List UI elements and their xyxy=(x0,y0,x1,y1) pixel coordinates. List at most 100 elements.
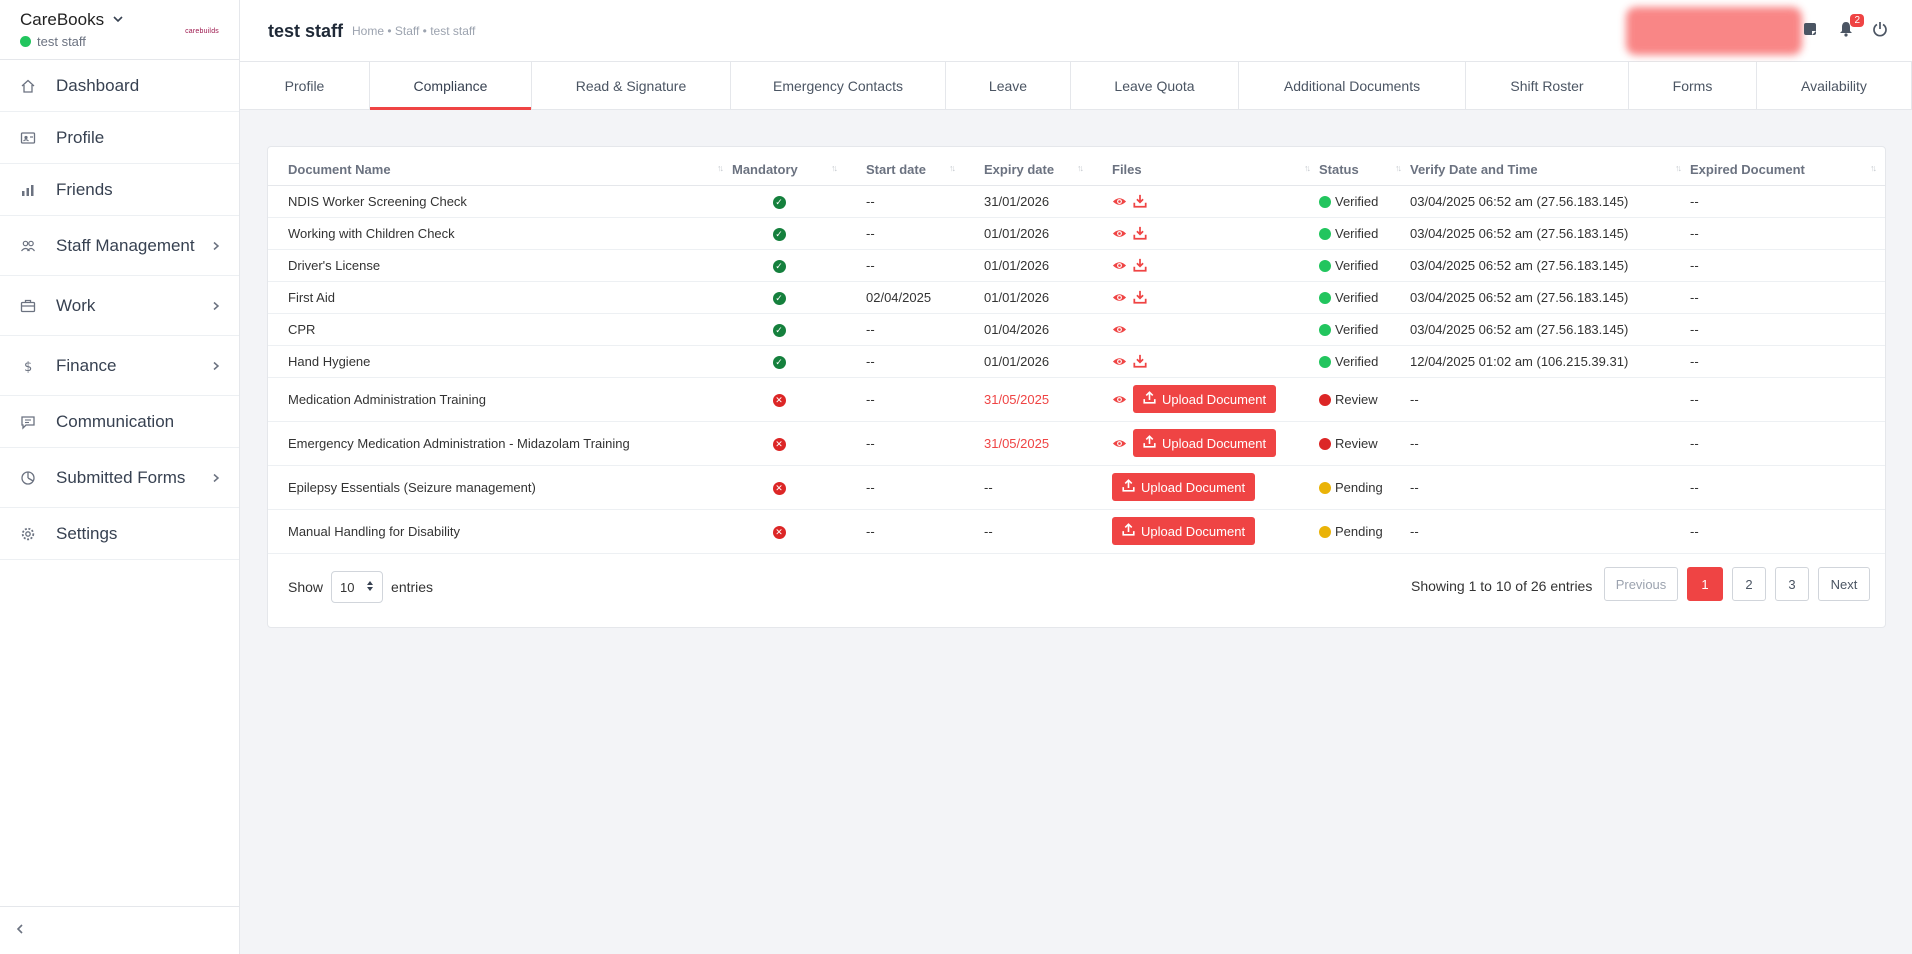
upload-document-button[interactable]: Upload Document xyxy=(1112,517,1256,545)
status-cell: Verified xyxy=(1319,345,1410,378)
collapse-sidebar-button[interactable] xyxy=(0,906,239,954)
view-eye-icon[interactable] xyxy=(1112,354,1127,369)
upload-icon xyxy=(1122,523,1135,539)
column-header-status[interactable]: Status ↑↓ xyxy=(1319,155,1410,186)
notes-icon[interactable] xyxy=(1802,21,1820,39)
start-date-cell: -- xyxy=(846,249,964,282)
sidebar-item-friends[interactable]: Friends xyxy=(0,164,239,216)
view-eye-icon[interactable] xyxy=(1112,322,1127,337)
status-badge: Review xyxy=(1335,391,1378,407)
start-date-cell: -- xyxy=(846,345,964,378)
column-header-files[interactable]: Files ↑↓ xyxy=(1092,155,1319,186)
view-eye-icon[interactable] xyxy=(1112,226,1127,241)
page-button-1[interactable]: 1 xyxy=(1687,567,1723,601)
column-header-mandatory[interactable]: Mandatory ↑↓ xyxy=(732,155,846,186)
sort-icon: ↑↓ xyxy=(1675,163,1682,173)
upload-document-button[interactable]: Upload Document xyxy=(1133,429,1277,457)
tab-emergency-contacts[interactable]: Emergency Contacts xyxy=(731,62,946,110)
sidebar-item-finance[interactable]: $ Finance xyxy=(0,336,239,396)
column-header-expired-document[interactable]: Expired Document ↑↓ xyxy=(1690,155,1885,186)
verify-date-cell: 03/04/2025 06:52 am (27.56.183.145) xyxy=(1410,313,1690,346)
download-icon[interactable] xyxy=(1133,194,1148,209)
start-date-cell: -- xyxy=(846,509,964,554)
tab-leave[interactable]: Leave xyxy=(946,62,1071,110)
sort-icon: ↑↓ xyxy=(1395,163,1402,173)
view-eye-icon[interactable] xyxy=(1112,392,1127,407)
verify-date-cell: -- xyxy=(1410,509,1690,554)
tab-additional-documents[interactable]: Additional Documents xyxy=(1239,62,1466,110)
status-dot xyxy=(1319,526,1331,539)
column-header-label: Files xyxy=(1112,162,1142,178)
chevron-down-icon xyxy=(112,10,124,30)
tab-read-signature[interactable]: Read & Signature xyxy=(532,62,731,110)
notification-badge: 2 xyxy=(1850,14,1864,27)
sidebar-item-settings[interactable]: Settings xyxy=(0,508,239,560)
sidebar-item-profile[interactable]: Profile xyxy=(0,112,239,164)
download-icon[interactable] xyxy=(1133,226,1148,241)
check-circle-icon: ✓ xyxy=(772,291,786,305)
entries-select[interactable]: 10 xyxy=(331,571,384,603)
sidebar-item-communication[interactable]: Communication xyxy=(0,396,239,448)
column-header-document-name[interactable]: Document Name ↑↓ xyxy=(268,155,732,186)
sidebar-item-submitted-forms[interactable]: Submitted Forms xyxy=(0,448,239,508)
sidebar-item-staff-management[interactable]: Staff Management xyxy=(0,216,239,276)
expiry-date-cell: 31/05/2025 xyxy=(964,421,1092,466)
expired-document-cell: -- xyxy=(1690,185,1885,218)
table-row: NDIS Worker Screening Check ✓ -- 31/01/2026… xyxy=(268,185,1885,218)
status-dot xyxy=(1319,196,1331,209)
column-header-verify-date-and-time[interactable]: Verify Date and Time ↑↓ xyxy=(1410,155,1690,186)
users-icon xyxy=(20,238,36,254)
previous-page-button[interactable]: Previous xyxy=(1604,567,1678,601)
tab-label: Read & Signature xyxy=(575,78,687,94)
tab-availability[interactable]: Availability xyxy=(1757,62,1912,110)
download-icon[interactable] xyxy=(1133,354,1148,369)
upload-document-label: Upload Document xyxy=(1141,523,1246,539)
notification-bell-icon[interactable]: 2 xyxy=(1838,14,1864,39)
page-button-3[interactable]: 3 xyxy=(1775,567,1809,601)
tab-shift-roster[interactable]: Shift Roster xyxy=(1466,62,1629,110)
page-button-2[interactable]: 2 xyxy=(1732,567,1766,601)
power-icon[interactable] xyxy=(1872,21,1890,39)
view-eye-icon[interactable] xyxy=(1112,436,1127,451)
files-cell xyxy=(1092,281,1319,314)
tab-compliance[interactable]: Compliance xyxy=(370,62,532,110)
column-header-start-date[interactable]: Start date ↑↓ xyxy=(846,155,964,186)
sort-icon: ↑↓ xyxy=(949,163,956,173)
x-circle-icon: ✕ xyxy=(772,437,786,451)
view-eye-icon[interactable] xyxy=(1112,194,1127,209)
view-eye-icon[interactable] xyxy=(1112,290,1127,305)
chevron-right-icon xyxy=(211,356,221,376)
table-body: NDIS Worker Screening Check ✓ -- 31/01/2026… xyxy=(268,185,1885,554)
mandatory-cell: ✓ xyxy=(732,249,846,282)
table-row: Working with Children Check ✓ -- 01/01/2026… xyxy=(268,217,1885,250)
view-eye-icon[interactable] xyxy=(1112,258,1127,273)
column-header-label: Expiry date xyxy=(984,162,1055,178)
download-icon[interactable] xyxy=(1133,290,1148,305)
column-header-label: Document Name xyxy=(288,162,391,178)
table-row: Emergency Medication Administration - Mi… xyxy=(268,421,1885,466)
tab-leave-quota[interactable]: Leave Quota xyxy=(1071,62,1239,110)
expiry-date-cell: 31/01/2026 xyxy=(964,185,1092,218)
select-arrows-icon xyxy=(366,580,374,595)
download-icon[interactable] xyxy=(1133,258,1148,273)
next-page-button[interactable]: Next xyxy=(1818,567,1870,601)
status-badge: Verified xyxy=(1335,321,1379,337)
upload-document-button[interactable]: Upload Document xyxy=(1112,473,1256,501)
tab-forms[interactable]: Forms xyxy=(1629,62,1757,110)
sidebar-item-work[interactable]: Work xyxy=(0,276,239,336)
tab-profile[interactable]: Profile xyxy=(240,62,370,110)
x-circle-icon: ✕ xyxy=(772,481,786,495)
brand-switcher[interactable]: CareBooks xyxy=(20,10,219,30)
column-header-expiry-date[interactable]: Expiry date ↑↓ xyxy=(964,155,1092,186)
tab-label: Profile xyxy=(284,78,325,94)
breadcrumb[interactable]: Home • Staff • test staff xyxy=(352,24,476,38)
sidebar-item-dashboard[interactable]: Dashboard xyxy=(0,60,239,112)
sort-icon: ↑↓ xyxy=(831,163,838,173)
upload-icon xyxy=(1143,391,1156,407)
status-dot xyxy=(1319,292,1331,305)
expired-document-cell: -- xyxy=(1690,421,1885,466)
tab-label: Additional Documents xyxy=(1283,78,1421,94)
check-circle-icon: ✓ xyxy=(772,259,786,273)
upload-document-button[interactable]: Upload Document xyxy=(1133,385,1277,413)
status-cell: Pending xyxy=(1319,465,1410,510)
